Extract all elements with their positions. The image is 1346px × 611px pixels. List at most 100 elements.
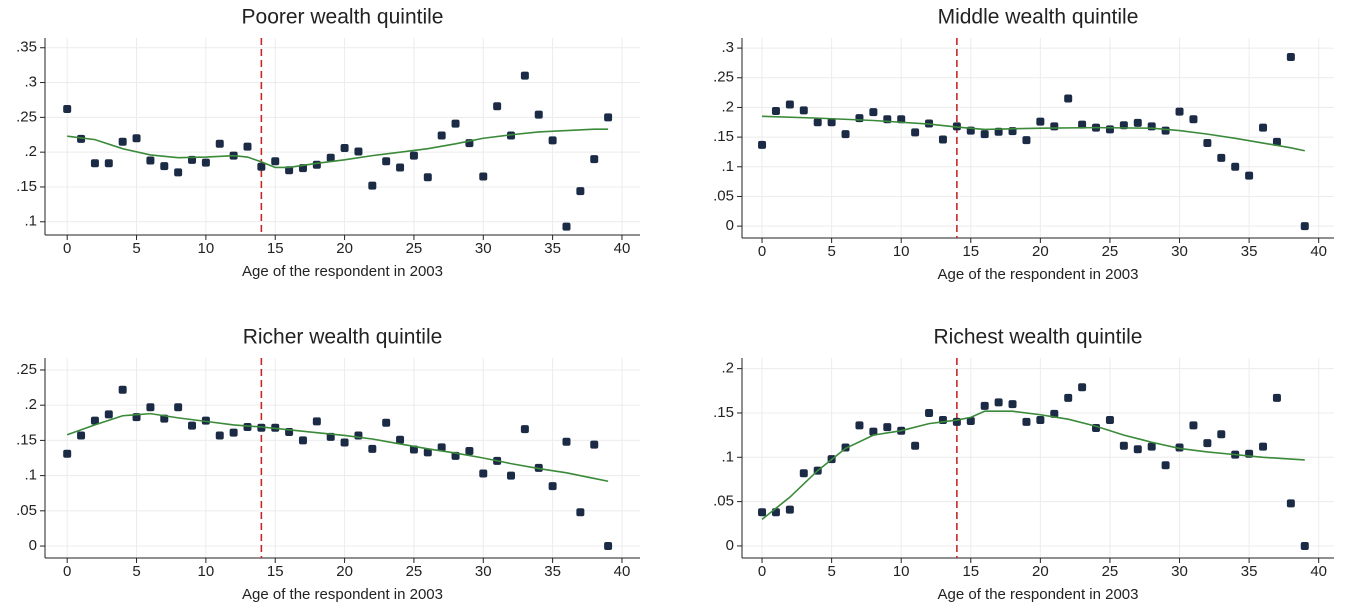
data-point xyxy=(326,153,335,162)
data-point xyxy=(1272,137,1281,146)
chart-title: Richer wealth quintile xyxy=(243,326,443,349)
x-tick-label: 5 xyxy=(132,563,140,580)
data-point xyxy=(160,162,169,171)
data-point xyxy=(799,106,808,115)
data-point xyxy=(243,142,252,151)
data-point xyxy=(423,448,432,457)
data-point xyxy=(1300,222,1309,231)
data-point xyxy=(1161,126,1170,135)
fit-line xyxy=(67,128,609,169)
y-tick-label: .05 xyxy=(713,187,734,204)
data-point xyxy=(576,508,585,517)
y-tick-label: .2 xyxy=(24,396,37,413)
y-tick-label: .15 xyxy=(16,431,37,448)
data-point xyxy=(396,163,405,172)
x-tick-label: 25 xyxy=(1102,563,1119,580)
data-point xyxy=(271,157,280,166)
data-point xyxy=(1189,421,1198,430)
x-tick-label: 30 xyxy=(475,563,492,580)
data-point xyxy=(1286,52,1295,61)
x-axis-title: Age of the respondent in 2003 xyxy=(242,263,443,280)
x-tick-label: 40 xyxy=(1310,243,1327,260)
x-tick-label: 20 xyxy=(1032,243,1049,260)
data-point xyxy=(396,435,405,444)
data-point xyxy=(562,222,571,231)
data-point xyxy=(1105,125,1114,134)
data-point xyxy=(368,444,377,453)
data-point xyxy=(298,436,307,445)
data-point xyxy=(1286,499,1295,508)
x-tick-label: 5 xyxy=(827,243,835,260)
data-point xyxy=(479,172,488,181)
data-point xyxy=(312,417,321,426)
x-tick-label: 25 xyxy=(1102,243,1119,260)
data-point xyxy=(1105,416,1114,425)
data-point xyxy=(1245,171,1254,180)
x-tick-label: 35 xyxy=(1241,563,1258,580)
data-point xyxy=(938,135,947,144)
data-point xyxy=(215,431,224,440)
data-point xyxy=(1175,443,1184,452)
data-point xyxy=(1259,123,1268,132)
data-point xyxy=(479,469,488,478)
data-point xyxy=(340,143,349,152)
fit-line xyxy=(761,410,1305,520)
x-tick-label: 10 xyxy=(893,563,910,580)
data-point xyxy=(507,471,516,480)
data-point xyxy=(1036,117,1045,126)
y-tick-label: 0 xyxy=(726,217,734,234)
data-point xyxy=(855,114,864,123)
x-tick-label: 5 xyxy=(827,563,835,580)
x-tick-label: 40 xyxy=(614,240,631,257)
data-point xyxy=(590,155,599,164)
x-tick-label: 0 xyxy=(758,563,766,580)
data-point xyxy=(604,113,613,122)
x-tick-label: 35 xyxy=(1241,243,1258,260)
y-tick-label: .15 xyxy=(713,128,734,145)
data-point xyxy=(465,446,474,455)
data-point xyxy=(104,159,113,168)
y-tick-label: .2 xyxy=(721,98,734,115)
data-point xyxy=(382,157,391,166)
data-point xyxy=(604,542,613,551)
data-point xyxy=(1217,153,1226,162)
data-point xyxy=(813,118,822,127)
y-tick-label: .35 xyxy=(16,39,37,56)
x-tick-label: 15 xyxy=(962,563,979,580)
data-point xyxy=(758,140,767,149)
data-point xyxy=(1119,441,1128,450)
data-point xyxy=(1231,162,1240,171)
x-axis-title: Age of the respondent in 2003 xyxy=(242,586,443,603)
y-tick-label: .1 xyxy=(721,448,734,465)
data-point xyxy=(215,139,224,148)
x-tick-label: 0 xyxy=(758,243,766,260)
data-point xyxy=(855,421,864,430)
data-point xyxy=(229,428,238,437)
data-point xyxy=(146,156,155,165)
y-tick-label: .25 xyxy=(713,69,734,86)
data-point xyxy=(132,134,141,143)
data-point xyxy=(1175,107,1184,116)
data-point xyxy=(409,151,418,160)
data-point xyxy=(1203,139,1212,148)
x-tick-label: 20 xyxy=(336,563,353,580)
data-point xyxy=(980,130,989,139)
data-point xyxy=(1189,115,1198,124)
data-point xyxy=(1147,442,1156,451)
data-point xyxy=(925,408,934,417)
data-point xyxy=(354,147,363,156)
data-point xyxy=(994,398,1003,407)
data-point xyxy=(451,119,460,128)
x-axis-title: Age of the respondent in 2003 xyxy=(938,266,1139,283)
data-point xyxy=(243,423,252,432)
data-point xyxy=(758,508,767,517)
data-point xyxy=(534,110,543,119)
data-point xyxy=(90,159,99,168)
x-tick-label: 15 xyxy=(267,240,284,257)
data-point xyxy=(869,108,878,117)
data-point xyxy=(77,431,86,440)
y-tick-label: .05 xyxy=(713,493,734,510)
data-point xyxy=(368,181,377,190)
x-tick-label: 5 xyxy=(132,240,140,257)
